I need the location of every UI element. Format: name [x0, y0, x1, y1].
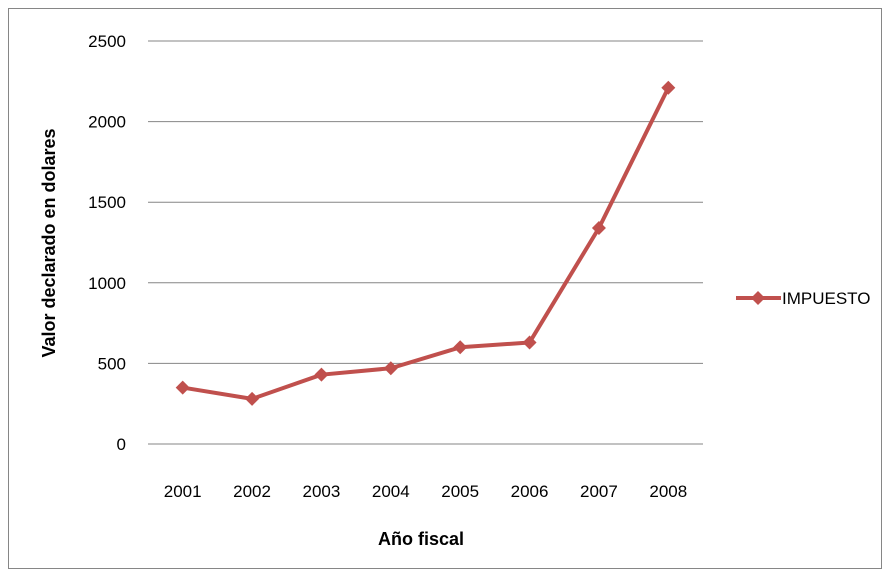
chart-frame: [8, 8, 882, 569]
gridlines: [148, 40, 703, 445]
y-tick-label: 2500: [88, 32, 126, 51]
series-layer: [175, 80, 676, 406]
x-axis-title: Año fiscal: [378, 529, 464, 549]
x-tick-label: 2004: [372, 482, 410, 501]
x-tick-label: 2007: [580, 482, 618, 501]
data-point-marker: [245, 391, 260, 406]
data-point-marker: [661, 80, 676, 95]
x-tick-labels: 2001 2002 2003 2004 2005 2006 2007 2008: [164, 482, 687, 501]
data-point-marker: [591, 220, 606, 235]
y-tick-label: 2000: [88, 113, 126, 132]
x-tick-label: 2005: [441, 482, 479, 501]
x-tick-label: 2006: [511, 482, 549, 501]
y-tick-label: 0: [117, 435, 126, 454]
series-line: [180, 85, 671, 401]
data-point-marker: [314, 367, 329, 382]
y-tick-label: 1500: [88, 193, 126, 212]
data-point-marker: [383, 361, 398, 376]
data-point-marker: [175, 380, 190, 395]
legend: IMPUESTO: [736, 289, 870, 308]
legend-marker-diamond: [751, 291, 765, 305]
x-tick-label: 2003: [303, 482, 341, 501]
x-tick-label: 2001: [164, 482, 202, 501]
x-tick-label: 2008: [649, 482, 687, 501]
y-tick-labels: 0 500 1000 1500 2000 2500: [88, 32, 126, 454]
y-tick-label: 500: [98, 354, 126, 373]
data-point-marker: [522, 335, 537, 350]
data-point-marker: [453, 340, 468, 355]
y-axis-title: Valor declarado en dolares: [39, 128, 59, 357]
legend-label: IMPUESTO: [782, 289, 870, 308]
x-tick-label: 2002: [233, 482, 271, 501]
y-tick-label: 1000: [88, 274, 126, 293]
